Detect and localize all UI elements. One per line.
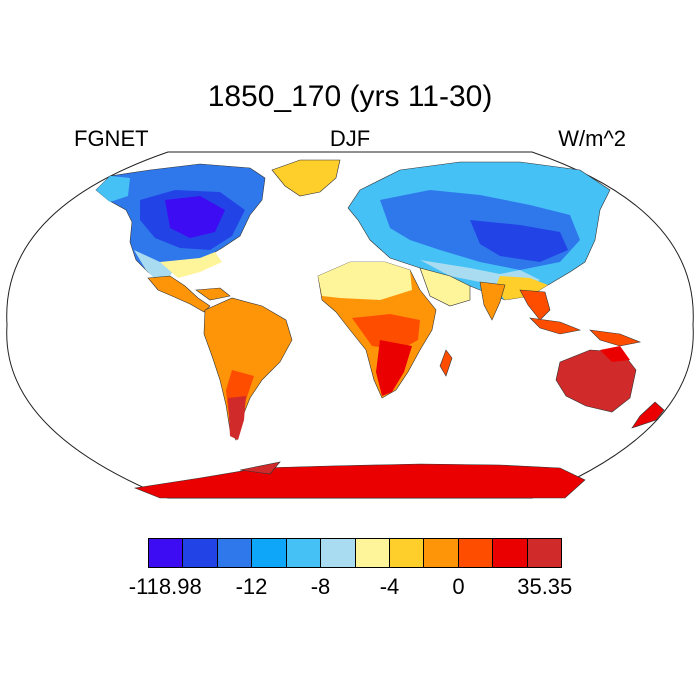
- colorbar-box: [527, 539, 562, 567]
- colorbar-box: [355, 539, 390, 567]
- colorbar-box: [424, 539, 459, 567]
- colorbar: [148, 538, 562, 568]
- colorbar-box: [183, 539, 218, 567]
- region-south-asia: [479, 281, 506, 321]
- season-label: DJF: [329, 126, 371, 151]
- region-south-america: [203, 297, 293, 441]
- colorbar-box: [493, 539, 528, 567]
- colorbar-box: [286, 539, 322, 567]
- colorbar-box: [252, 539, 287, 567]
- colorbar-tick-label: -12: [235, 574, 268, 599]
- colorbar-tick-label: -8: [310, 574, 331, 599]
- colorbar-box: [149, 539, 184, 567]
- colorbar-box: [321, 539, 356, 567]
- units-label: W/m^2: [558, 126, 626, 151]
- colorbar-tick-label: 35.35: [517, 574, 573, 599]
- colorbar-box: [389, 539, 425, 567]
- map-title: 1850_170 (yrs 11-30): [207, 80, 493, 113]
- region-greenland: [271, 159, 341, 197]
- colorbar-tick-label: -118.98: [128, 574, 202, 599]
- colorbar-tick-label: -4: [379, 574, 400, 599]
- colorbar-tick-label: 0: [452, 574, 465, 599]
- colorbar-box: [217, 539, 253, 567]
- colorbar-box: [458, 539, 494, 567]
- region-antarctica: [133, 463, 586, 499]
- variable-label: FGNET: [74, 126, 149, 151]
